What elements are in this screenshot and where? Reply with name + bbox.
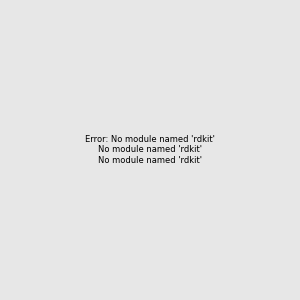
Text: Error: No module named 'rdkit'
No module named 'rdkit'
No module named 'rdkit': Error: No module named 'rdkit' No module…	[85, 135, 215, 165]
